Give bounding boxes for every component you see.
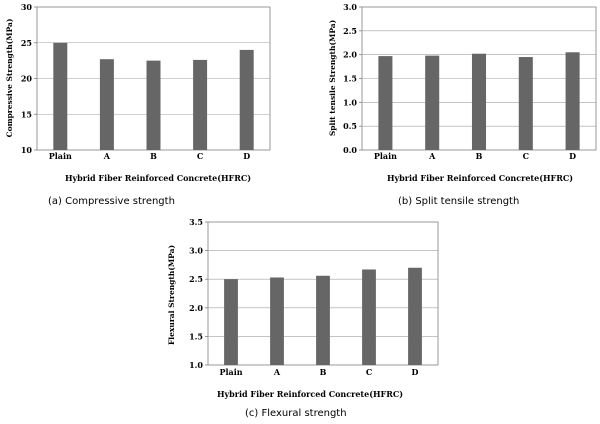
bar-b — [471, 53, 487, 150]
y-axis-label: Flexural Strength(MPa) — [167, 245, 176, 345]
y-tick-label: 25 — [21, 38, 32, 48]
x-tick-label: A — [428, 151, 436, 161]
flexural-strength-chart: 1.0 1.5 2.0 2.5 3.0 3.5 Plain A B C D Flexural Str… — [167, 217, 439, 399]
y-tick-label: 2.5 — [343, 26, 357, 36]
x-tick-label: C — [523, 151, 529, 161]
y-tick-label: 20 — [21, 74, 33, 84]
x-tick-label: B — [150, 151, 157, 161]
split-tensile-strength-chart: 0.0 0.5 1.0 1.5 2.0 2.5 3.0 Plain A B C D Split ten… — [328, 2, 597, 183]
y-axis-label: Split tensile Strength(MPa) — [328, 20, 337, 136]
y-tick-label: 3.0 — [343, 2, 357, 12]
x-tick-label: B — [476, 151, 483, 161]
x-tick-label: Plain — [374, 151, 397, 161]
y-tick-label: 2.0 — [343, 50, 357, 60]
x-axis-label: Hybrid Fiber Reinforced Concrete(HFRC) — [387, 173, 573, 183]
bar-b — [146, 60, 161, 150]
x-axis-label: Hybrid Fiber Reinforced Concrete(HFRC) — [65, 173, 251, 183]
bar-plain — [53, 42, 68, 150]
bar-d — [408, 267, 422, 365]
x-tick-label: B — [320, 367, 327, 377]
chart-caption: (b) Split tensile strength — [398, 196, 520, 207]
x-axis-label: Hybrid Fiber Reinforced Concrete(HFRC) — [217, 389, 403, 399]
y-tick-label: 10 — [21, 145, 33, 155]
y-tick-label: 1.0 — [343, 97, 357, 107]
y-tick-label: 0.5 — [343, 121, 357, 131]
bar-c — [193, 59, 208, 150]
chart-caption: (c) Flexural strength — [245, 408, 347, 419]
bar-c — [518, 57, 533, 150]
y-tick-label: 2.5 — [189, 274, 203, 284]
y-tick-label: 1.5 — [343, 74, 357, 84]
bar-plain — [224, 279, 238, 365]
chart-caption: (a) Compressive strength — [48, 196, 175, 207]
bar-a — [425, 55, 440, 151]
y-tick-label: 30 — [21, 2, 33, 12]
y-tick-label: 2.0 — [189, 303, 203, 313]
x-tick-label: C — [197, 151, 203, 161]
x-tick-label: D — [569, 151, 576, 161]
x-tick-label: D — [412, 367, 419, 377]
bar-a — [99, 59, 114, 150]
x-tick-label: Plain — [49, 151, 72, 161]
y-tick-label: 3.5 — [189, 217, 203, 227]
compressive-strength-chart: 10 15 20 25 30 Plain A B C D Compressive Strength… — [5, 2, 271, 183]
x-tick-label: A — [103, 151, 111, 161]
bar-d — [565, 52, 580, 150]
x-tick-label: A — [273, 367, 281, 377]
y-tick-label: 15 — [21, 109, 32, 119]
x-tick-label: C — [366, 367, 372, 377]
bar-b — [316, 275, 330, 365]
bar-d — [239, 49, 254, 150]
bar-c — [362, 269, 376, 365]
y-tick-label: 3.0 — [189, 246, 203, 256]
x-tick-label: Plain — [219, 367, 242, 377]
x-tick-label: D — [243, 151, 250, 161]
y-tick-label: 1.5 — [189, 331, 203, 341]
y-tick-label: 0.0 — [343, 145, 357, 155]
y-tick-label: 1.0 — [189, 360, 203, 370]
bar-a — [270, 277, 284, 365]
bar-plain — [378, 56, 393, 151]
y-axis-label: Compressive Strength(MPa) — [5, 19, 14, 138]
